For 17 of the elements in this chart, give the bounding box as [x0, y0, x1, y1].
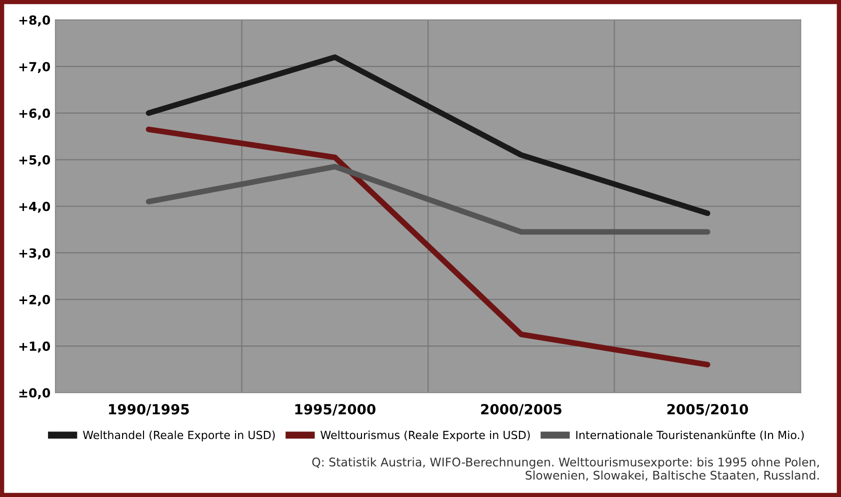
y-tick-label: +5,0 — [19, 155, 50, 166]
y-tick-label: +8,0 — [19, 15, 50, 26]
x-tick-label: 1995/2000 — [295, 404, 376, 416]
y-tick-label: +1,0 — [19, 342, 50, 353]
legend-label: Welttourismus (Reale Exporte in USD) — [320, 430, 530, 442]
y-tick-label: +7,0 — [19, 62, 50, 73]
legend-label: Internationale Touristenankünfte (In Mio.) — [576, 430, 804, 440]
y-tick-label: +4,0 — [19, 202, 50, 213]
y-tick-label: +2,0 — [19, 294, 50, 306]
y-tick-label: +3,0 — [19, 248, 50, 260]
legend-label: Welthandel (Reale Exporte in USD) — [82, 430, 275, 442]
x-tick-label: 2000/2005 — [481, 404, 562, 416]
x-tick-label: 1990/1995 — [109, 404, 189, 416]
text: Q: Statistik Austria, WIFO-Berechnungen. Welttourismusexporte: bis 1995 ohne Polen, Slowenien, Slowakei, Baltische Staaten, Russland. — [312, 457, 819, 481]
x-tick-label: 2005/2010 — [667, 404, 748, 416]
y-tick-label: ±0,0 — [19, 388, 50, 400]
y-tick-label: +6,0 — [19, 108, 50, 120]
